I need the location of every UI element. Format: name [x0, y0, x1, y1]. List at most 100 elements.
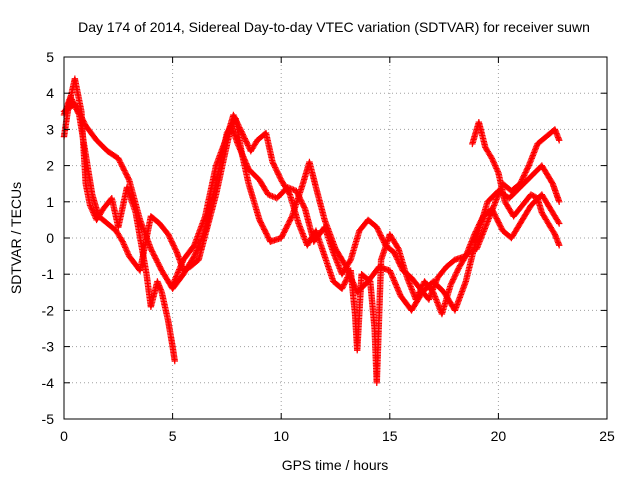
data-point: [73, 107, 81, 114]
data-point: [271, 164, 279, 171]
data-point: [386, 267, 393, 274]
data-point: [288, 214, 295, 221]
data-point: [373, 223, 380, 231]
y-tick-label: 2: [46, 158, 54, 174]
series-track-d: [169, 111, 563, 386]
y-tick-label: 0: [46, 230, 54, 246]
data-point: [491, 162, 499, 169]
data-point: [475, 222, 482, 230]
data-point: [242, 158, 249, 166]
x-axis-label: GPS time / hours: [282, 457, 389, 473]
data-point: [275, 172, 283, 180]
data-point: [118, 237, 126, 244]
data-point: [519, 174, 526, 182]
data-point: [524, 163, 532, 171]
data-point: [241, 156, 248, 163]
data-point: [395, 288, 403, 295]
data-point: [447, 281, 454, 289]
data-point: [412, 296, 420, 303]
data-point: [270, 161, 278, 168]
data-point: [395, 287, 402, 294]
data-point: [414, 292, 422, 299]
data-point: [299, 201, 307, 209]
data-point: [240, 154, 247, 162]
data-point: [244, 163, 251, 170]
data-point: [165, 232, 173, 239]
data-point: [391, 278, 398, 286]
data-point: [415, 290, 422, 298]
data-point: [295, 191, 302, 199]
data-point: [120, 241, 128, 248]
data-point: [522, 169, 529, 176]
data-point: [487, 153, 495, 161]
data-point: [376, 229, 383, 236]
data-point: [244, 142, 252, 149]
data-point: [243, 161, 251, 169]
data-point: [175, 267, 182, 275]
data-point: [173, 273, 180, 280]
data-point: [269, 158, 276, 166]
data-point: [393, 282, 400, 290]
data-point: [273, 167, 280, 174]
data-point: [235, 122, 242, 130]
data-point: [168, 238, 175, 245]
data-point: [174, 270, 181, 277]
chart-title: Day 174 of 2014, Sidereal Day-to-day VTE…: [78, 19, 590, 35]
data-point: [489, 158, 497, 165]
data-point: [170, 242, 177, 249]
data-point: [473, 227, 480, 234]
data-point: [90, 209, 97, 216]
data-point: [518, 177, 525, 185]
data-point: [68, 96, 76, 103]
data-point: [234, 140, 241, 148]
data-point: [167, 235, 174, 242]
data-point: [450, 274, 458, 282]
data-point: [233, 118, 240, 126]
data-point: [242, 138, 250, 145]
data-point: [454, 267, 461, 275]
data-point: [236, 125, 244, 133]
y-tick-label: 3: [46, 121, 54, 137]
data-point: [464, 249, 472, 256]
data-point: [241, 157, 249, 164]
data-point: [166, 233, 173, 241]
data-point: [237, 147, 244, 155]
data-point: [290, 186, 297, 193]
data-point: [69, 99, 77, 106]
data-point: [239, 153, 247, 160]
data-point: [171, 245, 179, 252]
data-point: [169, 281, 176, 289]
data-point: [376, 230, 384, 238]
data-point: [344, 274, 351, 281]
series-track-e: [469, 118, 563, 249]
data-point: [273, 168, 281, 175]
data-point: [123, 247, 130, 254]
y-tick-label: 5: [46, 49, 54, 65]
data-point: [87, 203, 94, 211]
data-point: [474, 224, 482, 231]
data-point: [454, 266, 462, 273]
x-tick-label: 0: [60, 428, 68, 444]
data-point: [473, 225, 481, 233]
data-point: [556, 242, 563, 249]
data-point: [375, 228, 382, 235]
data-point: [230, 113, 238, 120]
data-point: [416, 287, 424, 295]
data-point: [452, 272, 459, 279]
data-point: [374, 225, 381, 232]
data-point: [67, 93, 74, 101]
data-point: [342, 278, 349, 285]
data-point: [235, 143, 243, 150]
data-point: [236, 144, 243, 152]
y-tick-label: 4: [46, 85, 54, 101]
data-point: [274, 169, 282, 177]
data-point: [176, 266, 183, 273]
data-point: [285, 190, 293, 197]
data-point: [71, 101, 78, 109]
y-tick-label: -4: [42, 375, 55, 391]
data-point: [448, 279, 456, 286]
data-point: [120, 239, 127, 247]
y-tick-label: 1: [46, 194, 54, 210]
data-point: [239, 131, 246, 138]
